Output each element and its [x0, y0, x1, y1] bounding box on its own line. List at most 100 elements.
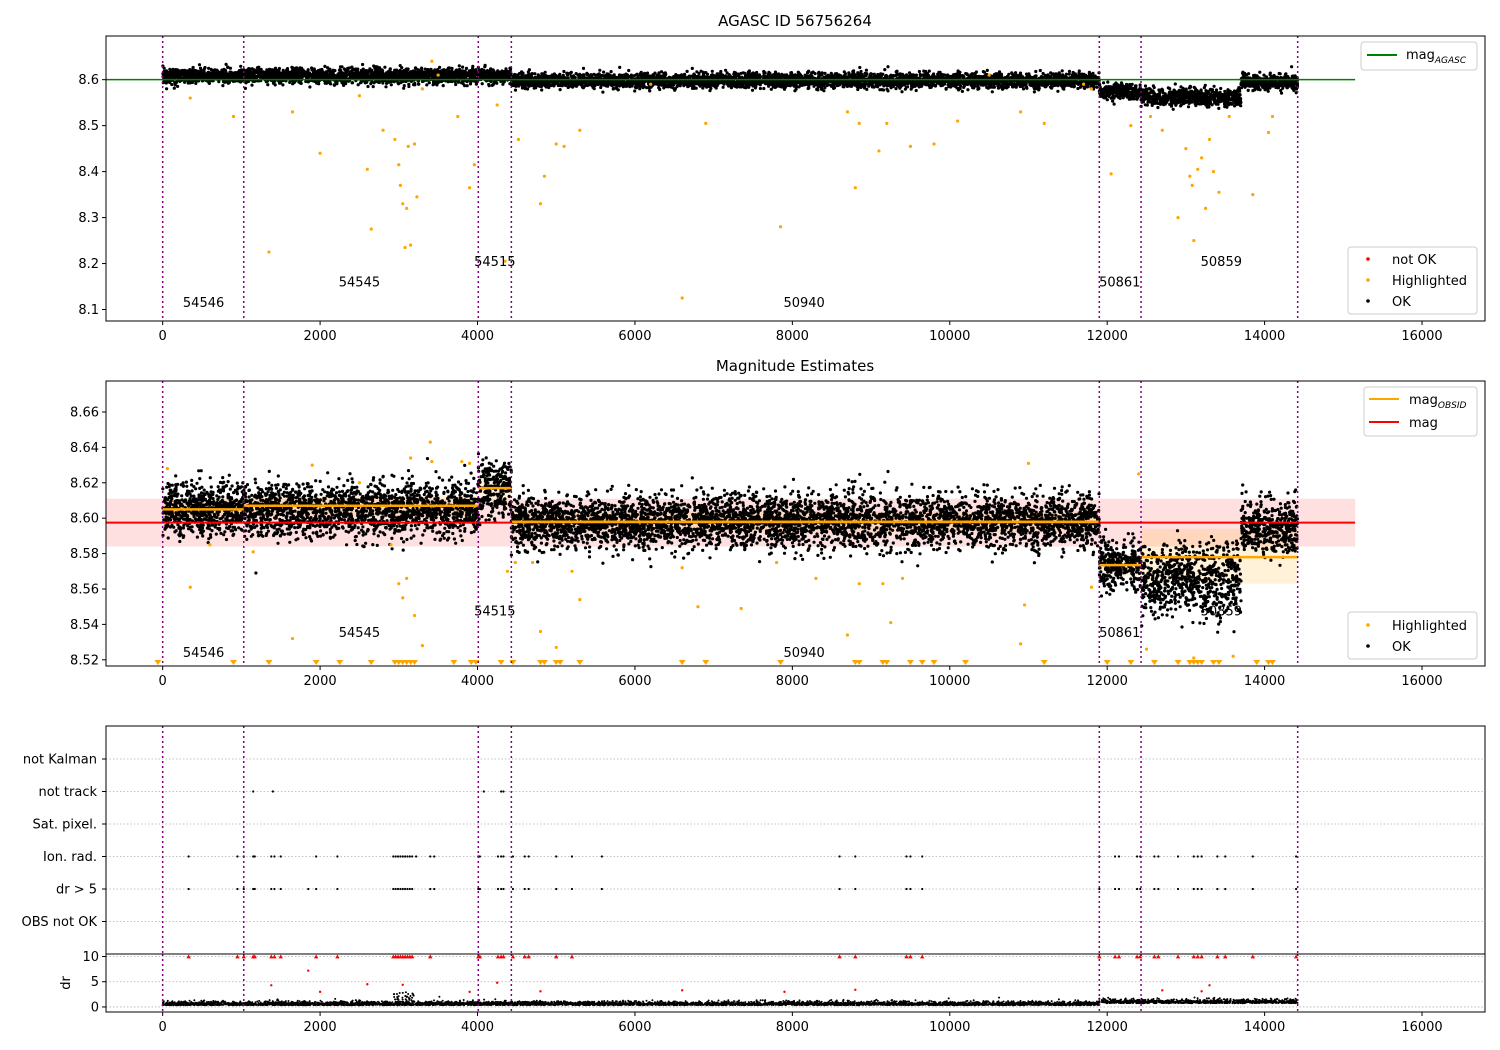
ok-point — [197, 63, 202, 67]
ok-point — [315, 81, 319, 85]
ok-point — [480, 74, 484, 78]
ok-point — [601, 90, 605, 94]
ok-point — [264, 80, 268, 84]
ok-point — [493, 75, 497, 79]
ok-point — [308, 85, 312, 89]
ok-point — [363, 81, 367, 85]
ok-point — [434, 80, 438, 84]
ok-point — [184, 70, 188, 74]
ok-point — [568, 71, 572, 75]
ok-point — [193, 76, 197, 80]
ok-point — [226, 72, 230, 76]
ok-point — [259, 75, 264, 79]
ok-point — [171, 74, 175, 78]
ok-point — [461, 65, 465, 69]
ok-point — [369, 82, 373, 86]
ok-point — [266, 74, 270, 79]
ok-point — [488, 75, 492, 79]
ok-point — [356, 71, 360, 75]
ok-point — [414, 67, 418, 71]
ok-point — [388, 70, 393, 74]
ok-point — [326, 75, 330, 79]
ok-point — [427, 81, 431, 85]
ok-point — [328, 67, 332, 71]
ok-point — [217, 80, 221, 84]
ok-point — [188, 72, 192, 76]
ok-point — [381, 81, 385, 85]
ok-point — [1060, 69, 1064, 73]
ok-point — [394, 74, 398, 79]
ok-point — [409, 70, 413, 74]
ok-point — [461, 82, 465, 86]
ok-point — [228, 66, 232, 70]
ok-point — [483, 65, 487, 69]
ok-point — [380, 68, 384, 72]
ok-point — [389, 83, 393, 87]
ok-point — [806, 86, 810, 91]
ok-point — [186, 76, 190, 80]
ok-point — [757, 73, 762, 77]
ok-point — [423, 67, 427, 71]
ok-point — [292, 67, 296, 72]
ok-point — [332, 83, 336, 87]
ok-point — [323, 81, 327, 85]
ok-point — [1076, 86, 1080, 91]
ok-point — [197, 72, 201, 76]
ok-point — [166, 71, 170, 75]
ok-point — [274, 68, 278, 73]
ok-point — [457, 64, 461, 68]
ok-point — [425, 74, 429, 78]
ok-point — [420, 70, 424, 74]
ok-point — [259, 67, 263, 72]
ok-point — [183, 73, 187, 77]
ok-point — [406, 68, 410, 72]
ok-point — [360, 73, 364, 77]
panel1-title: AGASC ID 56756264 — [718, 12, 872, 30]
ok-point — [256, 74, 261, 79]
ok-point — [371, 71, 376, 75]
ok-point — [226, 65, 230, 69]
ok-point — [305, 74, 310, 78]
ok-point — [455, 75, 459, 79]
ok-point — [257, 65, 261, 69]
ok-point — [288, 80, 292, 84]
ok-point — [429, 72, 433, 76]
ok-point — [497, 73, 501, 77]
ok-point — [207, 66, 211, 70]
ok-point — [411, 72, 416, 76]
ok-point — [239, 64, 243, 68]
ok-point — [709, 86, 713, 90]
ok-point — [447, 66, 451, 70]
ok-point — [319, 68, 323, 72]
ok-point — [298, 70, 302, 74]
ok-point — [385, 81, 389, 85]
ok-point — [456, 80, 461, 84]
ok-point — [222, 67, 226, 71]
ok-point — [313, 69, 317, 73]
ok-point — [480, 67, 484, 72]
ok-point — [383, 65, 387, 69]
ok-point — [269, 71, 273, 75]
ok-point — [375, 65, 379, 69]
ok-point — [198, 66, 203, 70]
ok-point — [648, 89, 652, 93]
ok-point — [504, 71, 508, 75]
ok-point — [358, 81, 363, 85]
ok-point — [499, 79, 503, 83]
ok-point — [350, 81, 355, 85]
ok-point — [238, 69, 242, 73]
ok-point — [324, 72, 328, 76]
ok-point — [294, 70, 298, 74]
ok-point — [174, 68, 178, 72]
ok-point — [174, 71, 178, 75]
ok-point — [412, 83, 416, 87]
ok-point — [363, 69, 367, 73]
ok-point — [207, 81, 211, 85]
ok-point — [690, 66, 694, 70]
ok-point — [239, 80, 243, 84]
ok-point — [823, 86, 827, 90]
ok-point — [468, 75, 472, 79]
ok-point — [480, 82, 484, 86]
ok-point — [237, 73, 242, 77]
